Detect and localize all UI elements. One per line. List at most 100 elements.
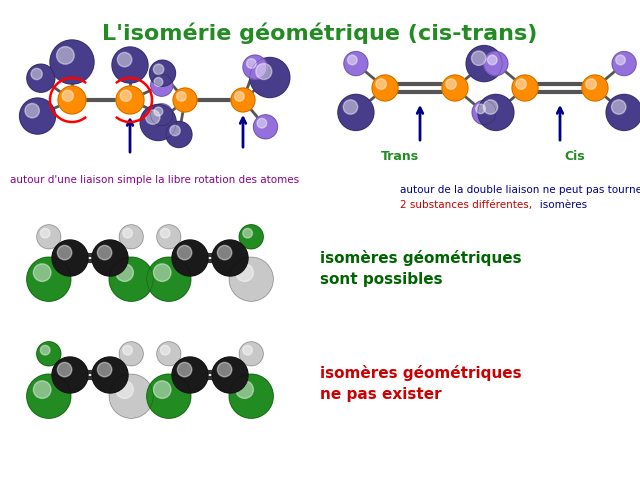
Circle shape (97, 362, 112, 377)
Circle shape (243, 228, 252, 238)
Circle shape (246, 59, 256, 68)
Circle shape (218, 362, 232, 377)
Text: ne pas exister: ne pas exister (320, 387, 442, 402)
Circle shape (145, 110, 160, 124)
Circle shape (151, 104, 173, 126)
Circle shape (27, 374, 71, 418)
Circle shape (166, 121, 192, 147)
Circle shape (36, 225, 61, 249)
Circle shape (161, 228, 170, 238)
Circle shape (243, 55, 267, 79)
Circle shape (612, 51, 636, 75)
Text: Trans: Trans (381, 150, 419, 163)
Circle shape (172, 240, 208, 276)
Circle shape (376, 79, 387, 89)
Text: autour d'une liaison simple la libre rotation des atomes: autour d'une liaison simple la libre rot… (10, 175, 299, 185)
Circle shape (372, 75, 398, 101)
Circle shape (147, 374, 191, 418)
Circle shape (218, 245, 232, 260)
Circle shape (484, 51, 508, 75)
Circle shape (466, 46, 502, 82)
Circle shape (472, 100, 496, 124)
Circle shape (343, 100, 358, 114)
Circle shape (56, 47, 74, 64)
Circle shape (338, 95, 374, 131)
Text: isomères géométriques: isomères géométriques (320, 250, 522, 266)
Circle shape (31, 69, 42, 80)
Circle shape (116, 86, 144, 114)
Circle shape (58, 86, 86, 114)
Circle shape (157, 225, 180, 249)
Circle shape (611, 100, 626, 114)
Circle shape (157, 342, 180, 366)
Circle shape (109, 257, 153, 301)
Circle shape (212, 240, 248, 276)
Circle shape (109, 374, 153, 418)
Circle shape (177, 245, 192, 260)
Text: isomères: isomères (530, 200, 587, 210)
Text: L'isomérie géométrique (cis-trans): L'isomérie géométrique (cis-trans) (102, 22, 538, 44)
Circle shape (116, 264, 133, 281)
Circle shape (582, 75, 608, 101)
Circle shape (170, 125, 180, 136)
Circle shape (120, 90, 131, 101)
Circle shape (154, 381, 171, 398)
Circle shape (154, 107, 163, 116)
Circle shape (119, 225, 143, 249)
Circle shape (154, 77, 163, 86)
Circle shape (52, 240, 88, 276)
Circle shape (92, 240, 128, 276)
Circle shape (229, 374, 273, 418)
Circle shape (616, 55, 625, 65)
Circle shape (253, 115, 278, 139)
Circle shape (140, 105, 176, 141)
Circle shape (236, 381, 253, 398)
Circle shape (442, 75, 468, 101)
Circle shape (27, 257, 71, 301)
Circle shape (97, 245, 112, 260)
Circle shape (150, 60, 175, 86)
Circle shape (483, 100, 498, 114)
Circle shape (516, 79, 526, 89)
Circle shape (123, 346, 132, 355)
Circle shape (229, 257, 273, 301)
Circle shape (476, 104, 485, 114)
Circle shape (117, 52, 132, 67)
Circle shape (172, 357, 208, 393)
Circle shape (27, 64, 55, 92)
Circle shape (472, 51, 486, 65)
Circle shape (243, 346, 252, 355)
Circle shape (40, 228, 50, 238)
Circle shape (119, 342, 143, 366)
Circle shape (33, 264, 51, 281)
Circle shape (344, 51, 368, 75)
Circle shape (58, 362, 72, 377)
Circle shape (257, 119, 267, 128)
Circle shape (154, 64, 164, 74)
Circle shape (151, 74, 173, 96)
Circle shape (177, 92, 186, 101)
Circle shape (50, 40, 94, 84)
Circle shape (239, 225, 263, 249)
Text: Cis: Cis (564, 150, 586, 163)
Text: sont possibles: sont possibles (320, 272, 443, 287)
Circle shape (586, 79, 596, 89)
Circle shape (123, 228, 132, 238)
Circle shape (58, 245, 72, 260)
Circle shape (348, 55, 357, 65)
Text: isomères géométriques: isomères géométriques (320, 365, 522, 381)
Circle shape (212, 357, 248, 393)
Circle shape (25, 104, 40, 118)
Circle shape (40, 346, 50, 355)
Circle shape (478, 95, 514, 131)
Circle shape (231, 88, 255, 112)
Circle shape (116, 381, 133, 398)
Circle shape (606, 95, 640, 131)
Circle shape (112, 47, 148, 83)
Circle shape (62, 90, 74, 101)
Circle shape (154, 264, 171, 281)
Circle shape (147, 257, 191, 301)
Circle shape (33, 381, 51, 398)
Circle shape (250, 58, 290, 97)
Circle shape (173, 88, 197, 112)
